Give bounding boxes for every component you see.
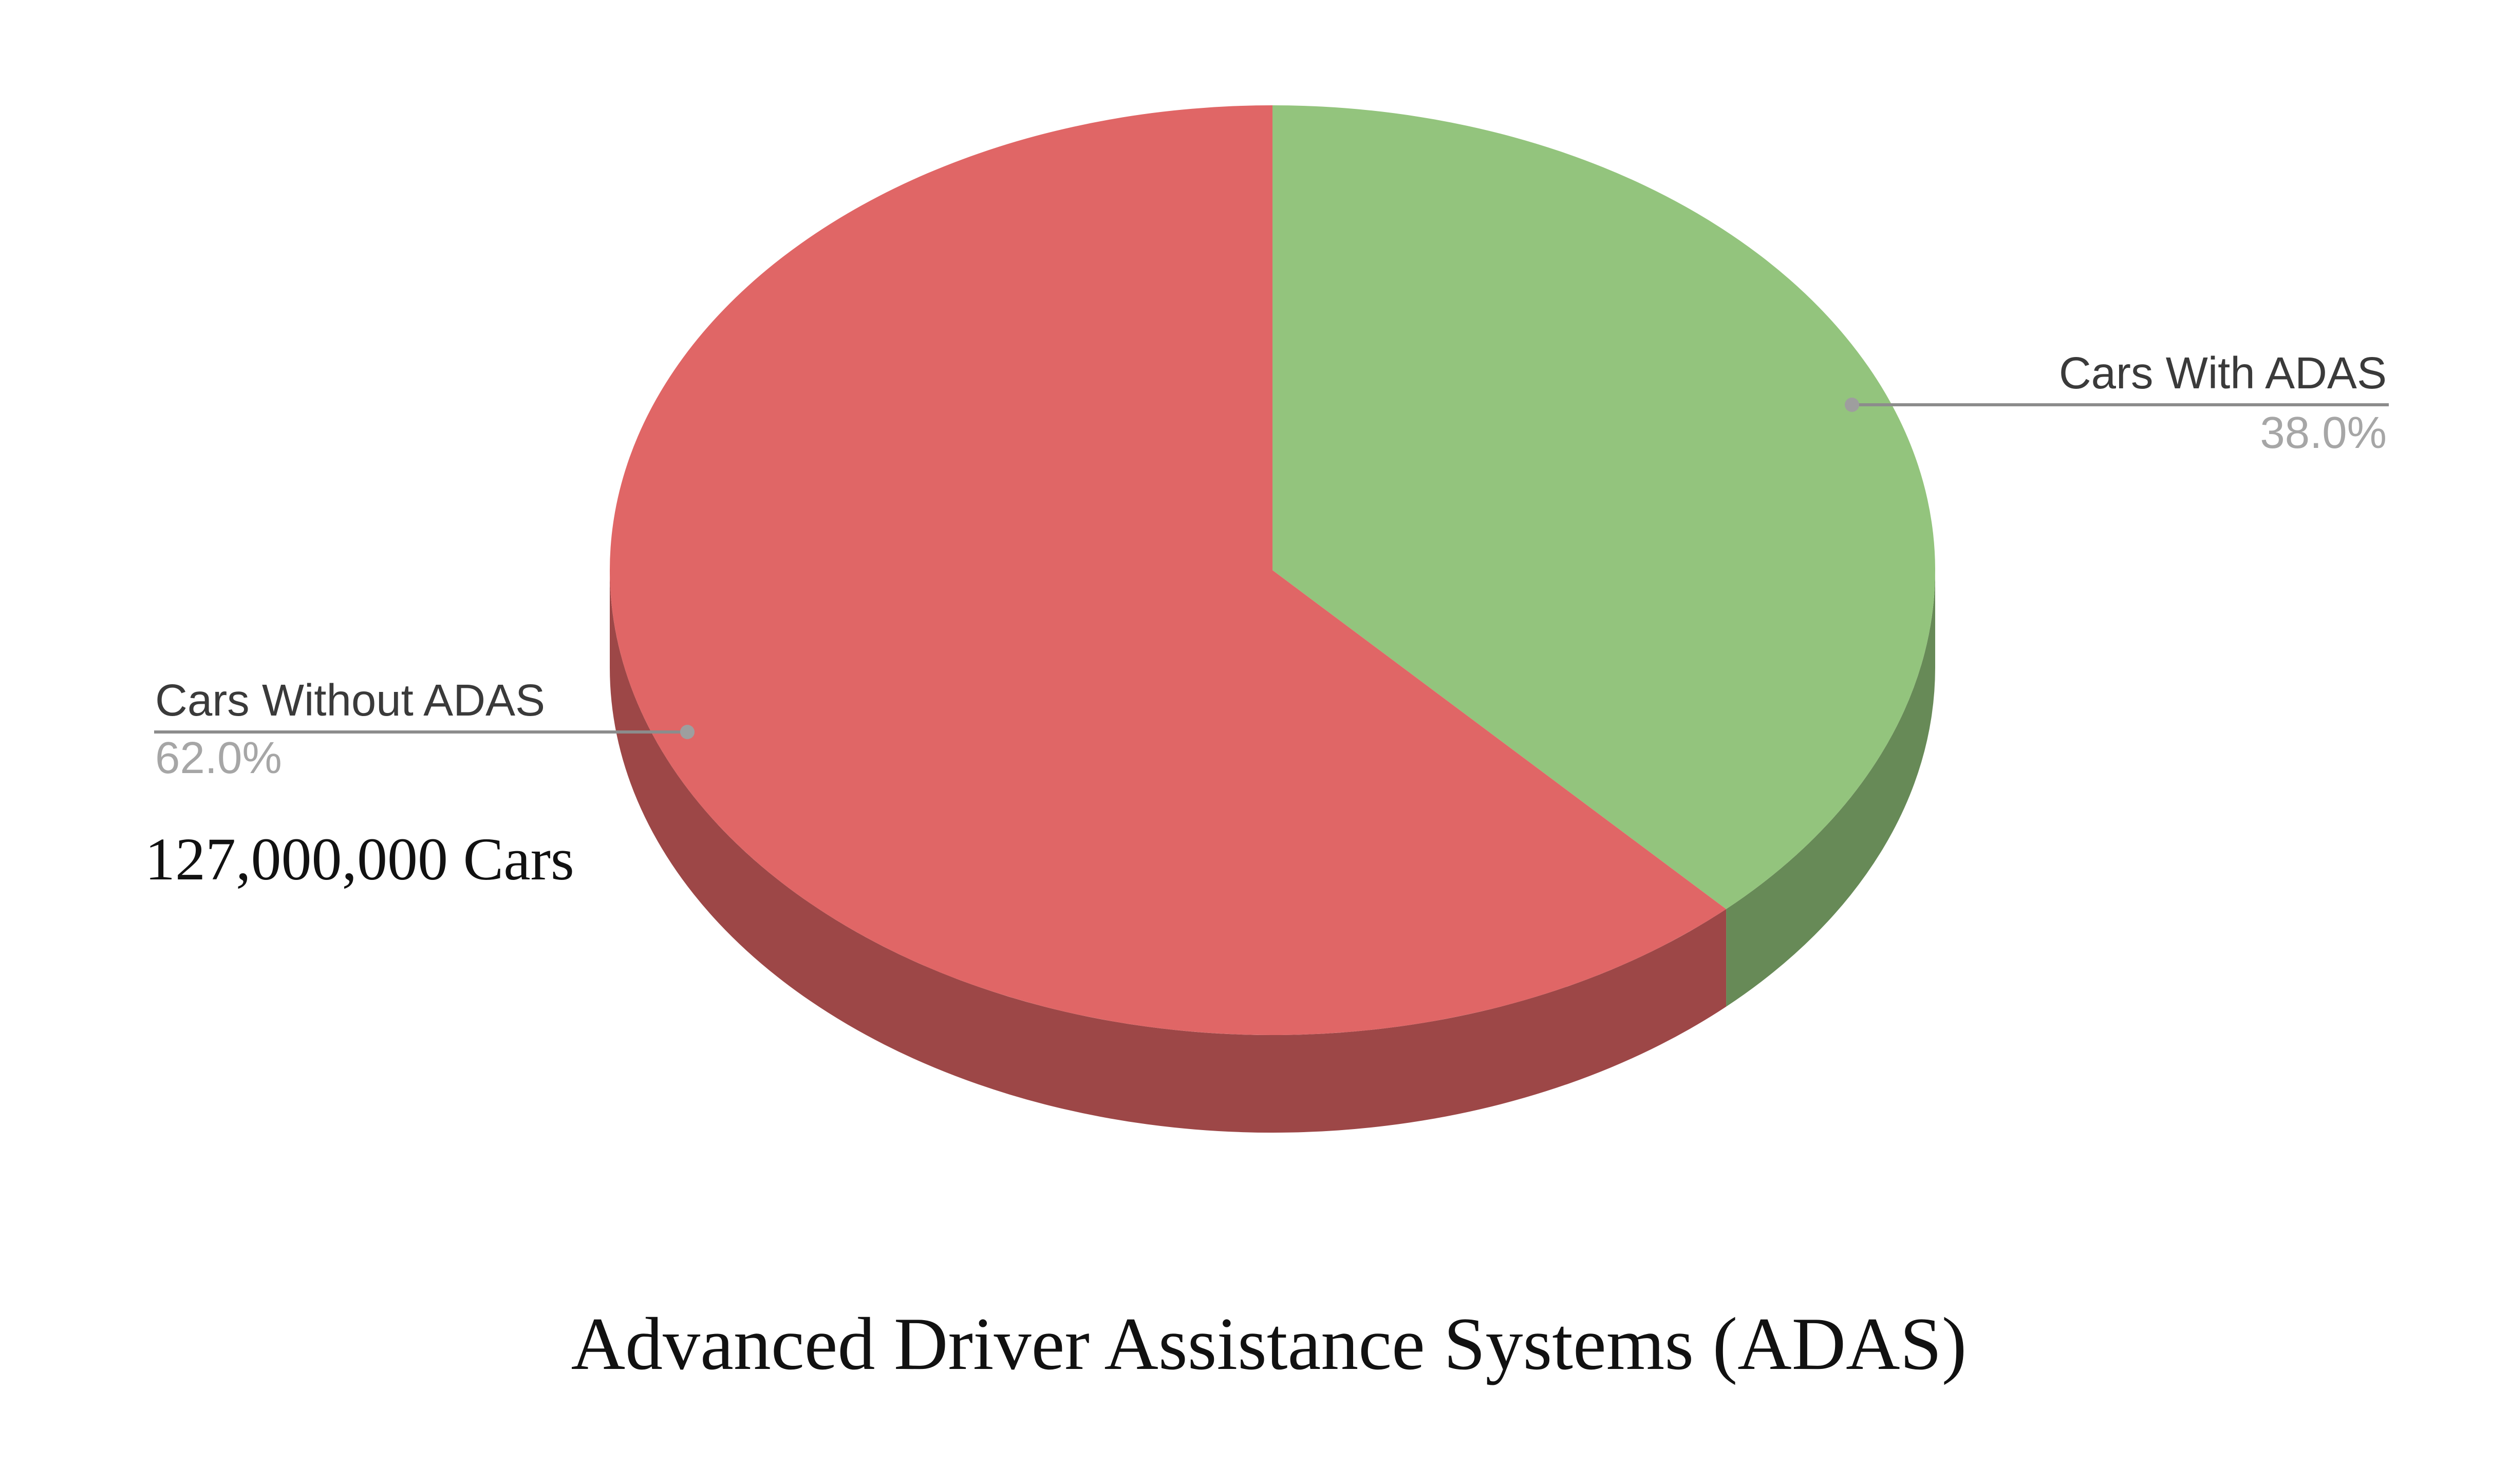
pie-group <box>609 105 1935 1133</box>
leader-dot-with-adas <box>1845 398 1859 412</box>
slice-percent-with-adas: 38.0% <box>2260 408 2387 458</box>
pie-side-cars-without-adas <box>610 570 1727 1133</box>
slice-label-with-adas: Cars With ADAS <box>2059 348 2387 398</box>
pie-side-cars-with-adas <box>1726 570 1935 1007</box>
leader-dot-without-adas <box>680 725 695 739</box>
slice-percent-without-adas: 62.0% <box>155 733 282 783</box>
pie-slice-cars-with-adas <box>1272 105 1935 909</box>
chart-title: Advanced Driver Assistance Systems (ADAS… <box>571 1302 1967 1385</box>
pie-slice-cars-without-adas <box>609 105 1727 1035</box>
slice-label-without-adas: Cars Without ADAS <box>155 675 545 725</box>
car-count-annotation: 127,000,000 Cars <box>145 825 574 893</box>
